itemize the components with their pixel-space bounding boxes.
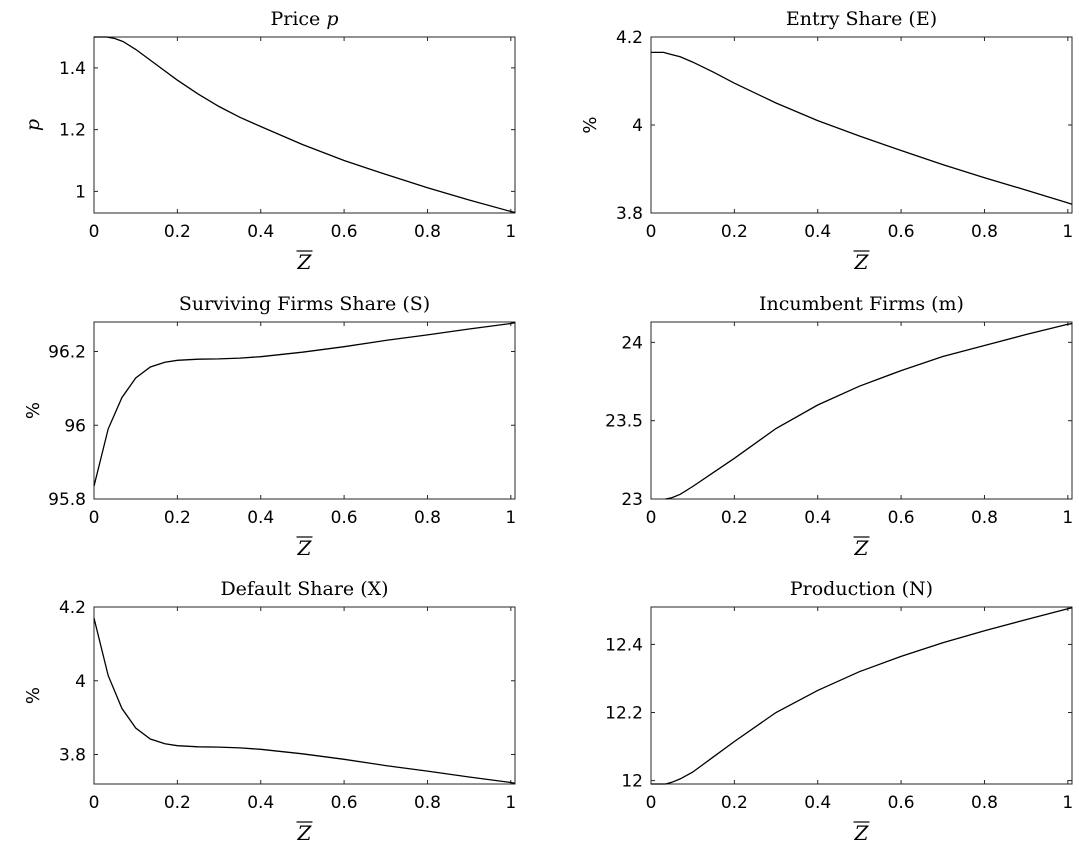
series-line-1 (651, 607, 1073, 785)
x-axis-label: Z (297, 536, 313, 560)
y-tick-label: 96.2 (48, 343, 86, 363)
subplot-6: 0 0.2 0.4 0.6 0.8 1 12 12.2 12.4 Production (N) Z (605, 578, 1073, 845)
y-tick-label: 3.8 (616, 204, 643, 224)
y-axis-label: p (22, 119, 44, 131)
chart-title: Surviving Firms Share (S) (179, 293, 430, 315)
x-tick-label: 0.8 (414, 508, 441, 528)
chart-title: Production (N) (790, 578, 933, 600)
x-tick-label: 1 (505, 222, 516, 242)
y-tick-label: 23 (621, 490, 643, 510)
x-tick-label: 0.4 (804, 222, 831, 242)
x-tick-label: 1 (1062, 508, 1073, 528)
x-tick-label: 0.6 (888, 793, 915, 813)
subplot-5: 0 0.2 0.4 0.6 0.8 1 3.8 4 4.2 Default Share (X) Z% (23, 578, 516, 845)
y-axis-label: % (23, 687, 44, 704)
axes-box (650, 606, 1073, 785)
x-tick-label: 0.2 (721, 793, 748, 813)
y-tick-label: 4.2 (59, 598, 86, 618)
y-tick-label: 1 (75, 182, 86, 202)
x-tick-label: 0.2 (721, 222, 748, 242)
y-tick-label: 4 (75, 672, 86, 692)
x-tick-label: 0.2 (164, 222, 191, 242)
y-tick-label: 12.2 (605, 704, 643, 724)
x-tick-label: 0.4 (804, 508, 831, 528)
x-axis-label: Z (297, 821, 313, 845)
series-line-1 (93, 617, 516, 784)
y-tick-label: 4.2 (616, 28, 643, 48)
x-tick-label: 0.8 (971, 222, 998, 242)
y-axis-label: % (23, 402, 44, 419)
subplot-4: 0 0.2 0.4 0.6 0.8 1 23 23.5 24 Incumbent Firms (m… (605, 293, 1073, 560)
y-axis-label: % (580, 116, 601, 133)
axes-box (93, 606, 516, 785)
x-tick-label: 1 (1062, 793, 1073, 813)
x-tick-label: 0.2 (164, 793, 191, 813)
axes-box (93, 321, 516, 500)
x-tick-label: 0.2 (164, 508, 191, 528)
x-axis-label: Z (854, 821, 870, 845)
x-tick-label: 0.6 (331, 793, 358, 813)
x-tick-label: 0.4 (804, 793, 831, 813)
y-tick-label: 3.8 (59, 746, 86, 766)
x-tick-label: 0.8 (414, 222, 441, 242)
x-axis-label: Z (854, 250, 870, 274)
chart-title: Price p (270, 8, 338, 30)
y-tick-label: 23.5 (605, 412, 643, 432)
y-tick-label: 12 (621, 772, 643, 792)
x-axis-label: Z (854, 536, 870, 560)
x-tick-label: 0 (89, 793, 100, 813)
x-tick-label: 0.4 (247, 222, 274, 242)
chart-title: Entry Share (E) (786, 8, 937, 30)
subplot-1: 0 0.2 0.4 0.6 0.8 1 1 1.2 1.4 Price p Zp (22, 8, 516, 274)
axes-box (650, 321, 1073, 500)
axes-box (93, 36, 516, 214)
series-line-1 (651, 51, 1073, 205)
series-line-1 (93, 322, 516, 487)
x-tick-label: 0.6 (888, 508, 915, 528)
x-tick-label: 0.2 (721, 508, 748, 528)
x-tick-label: 1 (1062, 222, 1073, 242)
x-tick-label: 0.8 (414, 793, 441, 813)
x-tick-label: 0.6 (331, 508, 358, 528)
x-tick-label: 1 (505, 793, 516, 813)
x-tick-label: 0.6 (331, 222, 358, 242)
y-tick-label: 1.2 (59, 121, 86, 141)
y-tick-label: 96 (64, 416, 86, 436)
x-tick-label: 0.4 (247, 793, 274, 813)
x-tick-label: 1 (505, 508, 516, 528)
y-tick-label: 1.4 (59, 59, 86, 79)
chart-title: Default Share (X) (220, 578, 388, 600)
y-tick-label: 12.4 (605, 635, 643, 655)
subplot-2: 0 0.2 0.4 0.6 0.8 1 3.8 4 4.2 Entry Share (E) Z% (580, 8, 1073, 274)
chart-title: Incumbent Firms (m) (759, 293, 964, 315)
y-tick-label: 4 (632, 116, 643, 136)
x-tick-label: 0.8 (971, 508, 998, 528)
x-tick-label: 0 (89, 508, 100, 528)
x-tick-label: 0 (646, 508, 657, 528)
subplot-3: 0 0.2 0.4 0.6 0.8 1 95.8 96 96.2 Surviving Firms … (23, 293, 516, 560)
series-line-1 (665, 322, 1073, 500)
x-tick-label: 0 (89, 222, 100, 242)
x-tick-label: 0.4 (247, 508, 274, 528)
series-line-1 (94, 36, 516, 214)
y-tick-label: 24 (621, 333, 643, 353)
y-tick-label: 95.8 (48, 490, 86, 510)
x-axis-label: Z (297, 250, 313, 274)
axes-box (650, 36, 1073, 214)
x-tick-label: 0.6 (888, 222, 915, 242)
x-tick-label: 0.8 (971, 793, 998, 813)
x-tick-label: 0 (646, 793, 657, 813)
x-tick-label: 0 (646, 222, 657, 242)
